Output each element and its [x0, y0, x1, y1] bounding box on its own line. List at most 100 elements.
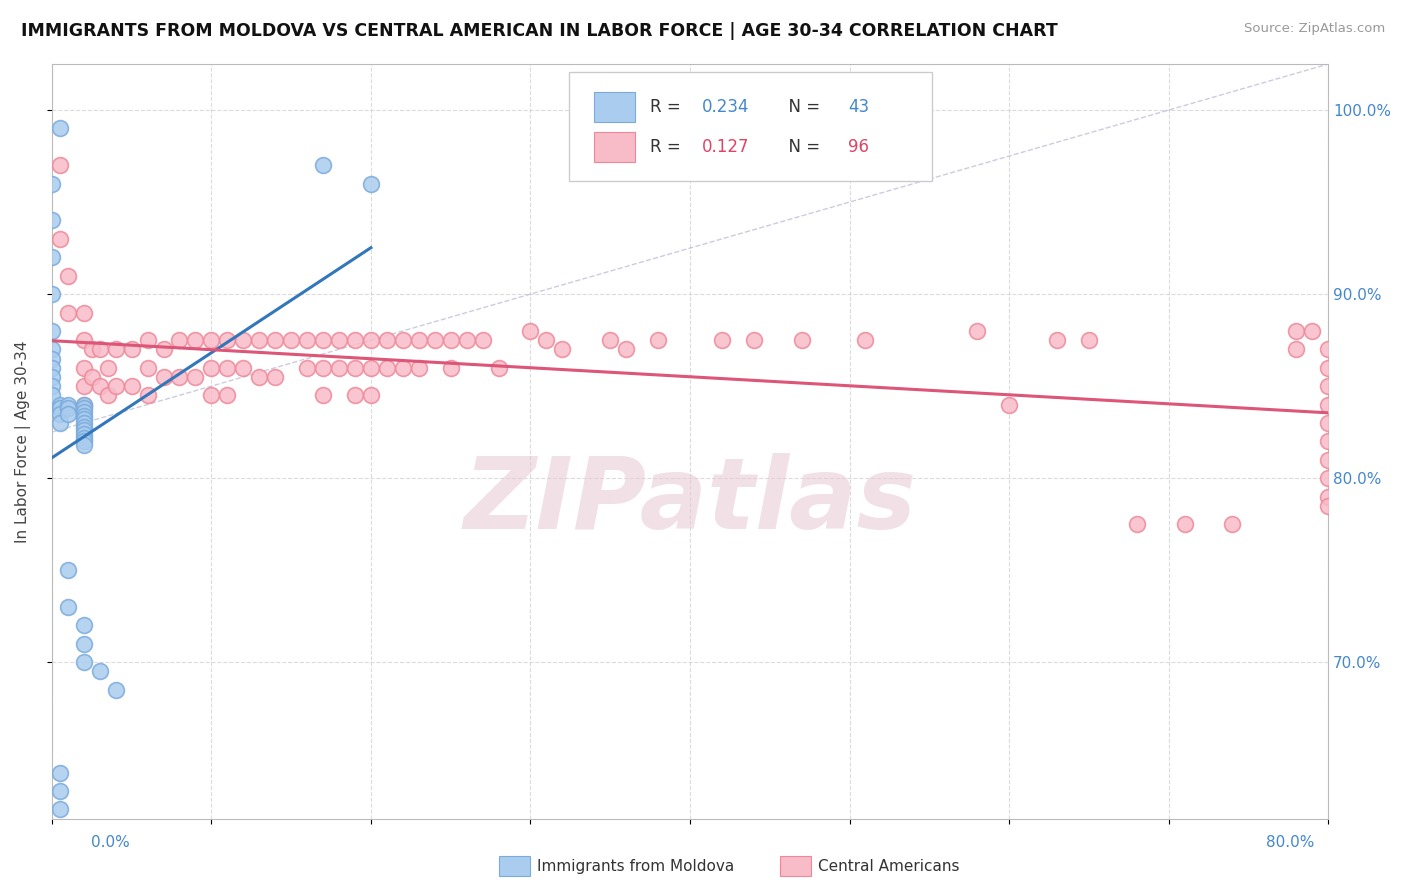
Point — [41, 343, 63, 357]
Point — [73, 379, 96, 393]
Point — [136, 360, 159, 375]
Point — [599, 333, 621, 347]
Point — [295, 360, 318, 375]
Point — [264, 370, 287, 384]
Point — [312, 360, 335, 375]
Point — [89, 665, 111, 679]
Point — [73, 405, 96, 419]
Point — [519, 324, 541, 338]
Point — [89, 343, 111, 357]
Point — [217, 333, 239, 347]
Point — [264, 333, 287, 347]
Point — [56, 401, 79, 416]
Point — [73, 419, 96, 434]
Point — [97, 388, 120, 402]
Point — [49, 784, 72, 798]
Text: Immigrants from Moldova: Immigrants from Moldova — [537, 859, 734, 873]
Point — [295, 333, 318, 347]
Point — [49, 398, 72, 412]
Point — [232, 360, 254, 375]
Point — [73, 655, 96, 669]
Text: 0.234: 0.234 — [702, 98, 749, 116]
Point — [1125, 517, 1147, 532]
Point — [998, 398, 1021, 412]
Point — [408, 360, 430, 375]
Point — [49, 232, 72, 246]
Point — [73, 401, 96, 416]
Point — [1173, 517, 1195, 532]
Point — [200, 360, 222, 375]
Point — [49, 401, 72, 416]
Point — [1317, 343, 1340, 357]
Point — [647, 333, 669, 347]
Point — [89, 379, 111, 393]
Text: IMMIGRANTS FROM MOLDOVA VS CENTRAL AMERICAN IN LABOR FORCE | AGE 30-34 CORRELATI: IMMIGRANTS FROM MOLDOVA VS CENTRAL AMERI… — [21, 22, 1057, 40]
Point — [1317, 434, 1340, 449]
Point — [343, 333, 366, 347]
Point — [1285, 324, 1308, 338]
Text: 80.0%: 80.0% — [1267, 836, 1315, 850]
Point — [169, 333, 191, 347]
Point — [614, 343, 637, 357]
Point — [49, 121, 72, 136]
FancyBboxPatch shape — [595, 92, 636, 122]
Point — [360, 333, 382, 347]
Point — [247, 333, 270, 347]
Point — [73, 412, 96, 426]
Point — [1077, 333, 1099, 347]
Point — [73, 305, 96, 319]
Point — [375, 333, 398, 347]
Point — [73, 431, 96, 445]
Point — [456, 333, 478, 347]
Point — [360, 388, 382, 402]
Point — [247, 370, 270, 384]
Point — [41, 388, 63, 402]
Point — [488, 360, 510, 375]
Text: 43: 43 — [848, 98, 869, 116]
Point — [1285, 343, 1308, 357]
Text: 0.127: 0.127 — [702, 138, 749, 156]
Text: ZIPatlas: ZIPatlas — [464, 453, 917, 550]
Point — [1317, 398, 1340, 412]
Point — [80, 343, 103, 357]
Point — [360, 177, 382, 191]
Point — [73, 423, 96, 437]
Point — [73, 637, 96, 651]
Point — [56, 305, 79, 319]
Point — [408, 333, 430, 347]
Point — [41, 324, 63, 338]
Point — [73, 398, 96, 412]
Point — [312, 388, 335, 402]
Point — [169, 370, 191, 384]
Point — [471, 333, 494, 347]
Point — [104, 682, 127, 697]
Point — [855, 333, 877, 347]
Point — [391, 360, 413, 375]
Point — [41, 250, 63, 264]
Point — [343, 360, 366, 375]
Point — [312, 333, 335, 347]
Point — [1317, 379, 1340, 393]
Point — [1317, 499, 1340, 513]
Point — [152, 370, 174, 384]
Point — [217, 360, 239, 375]
Point — [41, 177, 63, 191]
Point — [232, 333, 254, 347]
Point — [184, 370, 207, 384]
Text: N =: N = — [778, 98, 825, 116]
Point — [41, 287, 63, 301]
Point — [41, 370, 63, 384]
Point — [56, 398, 79, 412]
Point — [312, 158, 335, 172]
Point — [41, 213, 63, 227]
Point — [217, 388, 239, 402]
Point — [49, 407, 72, 421]
Point — [97, 360, 120, 375]
Point — [136, 333, 159, 347]
Text: R =: R = — [651, 98, 686, 116]
Point — [1222, 517, 1244, 532]
Point — [328, 360, 350, 375]
Point — [1317, 416, 1340, 430]
Point — [56, 268, 79, 283]
Text: R =: R = — [651, 138, 686, 156]
